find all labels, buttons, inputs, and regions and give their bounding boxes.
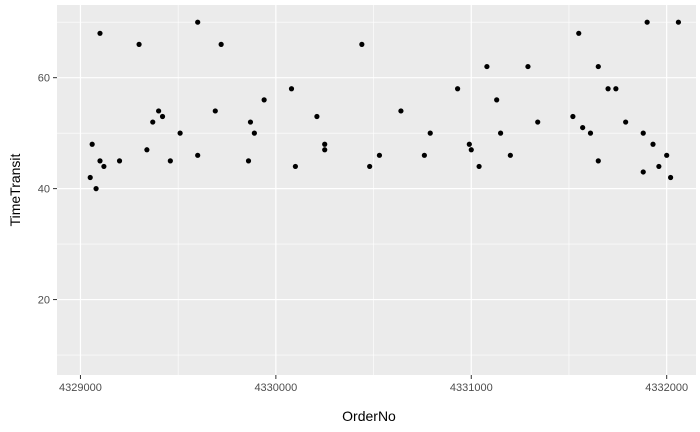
data-points — [87, 19, 682, 192]
data-point — [421, 152, 427, 158]
plot-panel — [57, 5, 696, 375]
minor-gridlines — [57, 5, 696, 375]
data-point — [150, 119, 156, 125]
data-point — [525, 63, 531, 70]
data-point — [101, 163, 107, 170]
data-point — [466, 141, 472, 147]
data-point — [587, 130, 594, 136]
data-point — [613, 86, 619, 92]
data-point — [87, 174, 93, 181]
data-point — [595, 158, 601, 164]
data-point — [245, 158, 252, 164]
data-point — [177, 130, 183, 136]
data-point — [494, 97, 500, 103]
data-point — [667, 174, 674, 181]
data-point — [167, 158, 173, 164]
data-point — [314, 113, 320, 120]
data-point — [656, 163, 662, 170]
data-point — [322, 141, 328, 147]
data-point — [261, 97, 267, 103]
data-point — [359, 41, 365, 47]
data-point — [664, 152, 670, 158]
data-point — [144, 147, 150, 153]
data-point — [398, 108, 404, 114]
data-point — [136, 41, 142, 47]
x-tick-label: 4332000 — [645, 382, 688, 394]
data-point — [97, 158, 103, 164]
data-point — [247, 119, 254, 125]
y-axis-title: TimeTransit — [7, 153, 23, 226]
data-point — [93, 186, 99, 192]
x-axis-title: OrderNo — [342, 408, 396, 424]
x-tick-label: 4331000 — [450, 382, 493, 394]
data-point — [650, 141, 656, 147]
y-tick-label: 20 — [38, 295, 50, 307]
data-point — [454, 86, 461, 92]
data-point — [640, 169, 646, 175]
y-axis-ticks: 20 40 60 — [38, 73, 57, 307]
data-point — [212, 108, 218, 114]
x-tick-label: 4330000 — [254, 382, 297, 394]
data-point — [644, 19, 650, 25]
data-point — [195, 152, 201, 158]
data-point — [376, 152, 383, 158]
data-point — [156, 108, 162, 114]
data-point — [116, 158, 123, 164]
data-point — [322, 147, 328, 153]
data-point — [251, 130, 257, 136]
data-point — [580, 124, 586, 131]
y-tick-label: 40 — [38, 184, 50, 196]
major-gridlines — [57, 5, 696, 375]
data-point — [195, 19, 201, 25]
data-point — [595, 63, 601, 70]
data-point — [484, 63, 490, 70]
data-point — [159, 113, 166, 120]
data-point — [497, 130, 504, 136]
data-point — [288, 86, 295, 92]
x-tick-label: 4329000 — [59, 382, 102, 394]
data-point — [218, 41, 224, 47]
data-point — [507, 152, 513, 158]
data-point — [640, 130, 646, 136]
data-point — [570, 113, 576, 120]
data-point — [427, 130, 433, 136]
data-point — [535, 119, 541, 125]
data-point — [292, 163, 299, 170]
data-point — [367, 163, 373, 170]
data-point — [476, 163, 482, 170]
data-point — [675, 19, 682, 25]
data-point — [576, 30, 582, 36]
x-axis-ticks: 4329000 4330000 4331000 4332000 — [59, 375, 688, 394]
data-point — [89, 141, 95, 147]
data-point — [468, 147, 474, 153]
data-point — [97, 30, 103, 36]
y-tick-label: 60 — [38, 73, 50, 85]
data-point — [605, 86, 611, 92]
data-point — [623, 119, 629, 125]
